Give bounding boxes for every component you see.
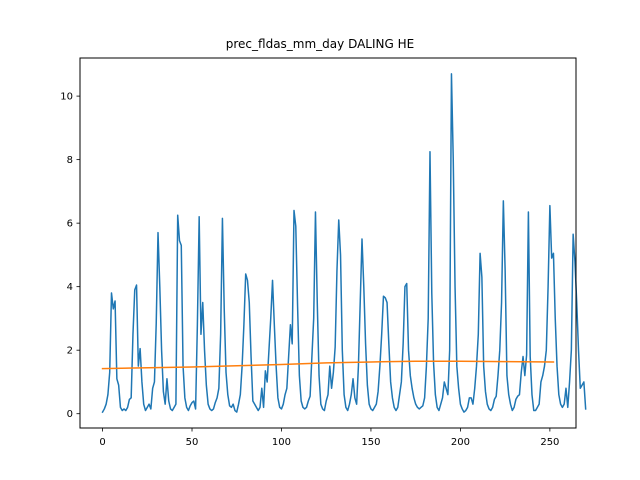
chart-title: prec_fldas_mm_day DALING HE — [226, 37, 414, 51]
x-tick-label: 200 — [451, 437, 470, 448]
x-tick-label: 150 — [361, 437, 380, 448]
y-tick-label: 0 — [67, 409, 73, 420]
series-line-2 — [101, 360, 555, 370]
series-line-1 — [101, 73, 587, 414]
x-tick-label: 100 — [272, 437, 291, 448]
x-tick-label: 50 — [186, 437, 199, 448]
y-tick-label: 10 — [60, 92, 73, 103]
axes-frame — [79, 57, 577, 429]
y-tick-label: 4 — [67, 282, 73, 293]
y-tick-label: 8 — [67, 155, 73, 166]
y-tick-label: 2 — [67, 346, 73, 357]
y-tick-label: 6 — [67, 219, 73, 230]
plot-area — [101, 73, 587, 414]
x-tick-label: 0 — [99, 437, 105, 448]
axes: 0 50 100 150 200 250 0 2 4 6 8 10 — [60, 92, 559, 448]
x-tick-label: 250 — [540, 437, 559, 448]
